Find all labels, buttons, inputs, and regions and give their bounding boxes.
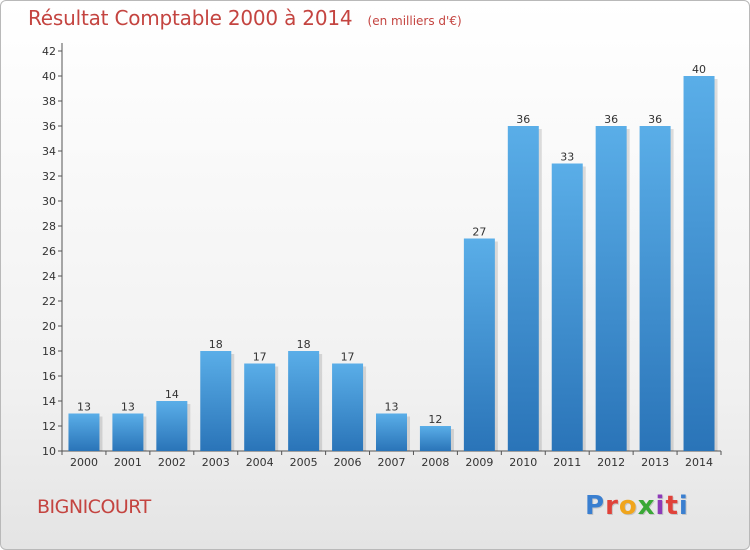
x-tick-label: 2009 (465, 456, 493, 469)
data-label: 13 (385, 401, 399, 414)
y-tick-label: 24 (42, 270, 56, 283)
data-label: 27 (472, 226, 486, 239)
bar (595, 126, 627, 451)
x-tick-label: 2006 (334, 456, 362, 469)
x-tick-label: 2003 (202, 456, 230, 469)
logo-letter: t (665, 491, 679, 521)
bar (376, 413, 407, 451)
data-label: 36 (604, 113, 618, 126)
y-tick-label: 30 (42, 195, 56, 208)
data-label: 36 (516, 113, 530, 126)
data-label: 12 (428, 413, 442, 426)
chart-header: Résultat Comptable 2000 à 2014 (en milli… (28, 6, 462, 30)
bar (419, 426, 451, 451)
x-tick-label: 2013 (641, 456, 669, 469)
bar (507, 126, 539, 451)
y-tick-label: 18 (42, 345, 56, 358)
logo-letter: o (618, 491, 638, 521)
data-label: 17 (253, 351, 267, 364)
y-tick-label: 16 (42, 370, 56, 383)
data-label: 14 (165, 388, 179, 401)
chart-title: Résultat Comptable 2000 à 2014 (28, 6, 353, 30)
y-tick-label: 36 (42, 120, 56, 133)
logo-letter: x (637, 491, 656, 521)
data-label: 18 (297, 338, 311, 351)
x-tick-label: 2000 (70, 456, 98, 469)
bar (288, 351, 320, 451)
y-tick-label: 22 (42, 295, 56, 308)
bar (463, 238, 495, 451)
x-tick-label: 2011 (553, 456, 581, 469)
data-label: 36 (648, 113, 662, 126)
x-tick-label: 2010 (509, 456, 537, 469)
proxiti-logo[interactable]: Proxiti (585, 491, 689, 521)
y-tick-label: 14 (42, 395, 56, 408)
logo-letter: i (678, 491, 689, 521)
y-tick-label: 42 (42, 45, 56, 58)
bar (112, 413, 144, 451)
logo-letter: r (605, 491, 619, 521)
x-tick-label: 2012 (597, 456, 625, 469)
chart-subtitle: (en milliers d'€) (367, 14, 462, 28)
data-label: 40 (692, 63, 706, 76)
bar (551, 163, 583, 451)
x-tick-label: 2002 (158, 456, 186, 469)
data-label: 13 (121, 401, 135, 414)
y-tick-label: 40 (42, 70, 56, 83)
y-tick-label: 12 (42, 420, 56, 433)
plot-area: 10 12 14 16 18 20 22 24 26 28 30 32 34 36 38 40 42 2000 13… (42, 43, 722, 469)
bar (332, 363, 364, 451)
logo-letter: i (655, 491, 666, 521)
bar (68, 413, 100, 451)
bar (244, 363, 276, 451)
x-tick-label: 2007 (378, 456, 406, 469)
data-label: 13 (77, 401, 91, 414)
bar (200, 351, 232, 451)
x-tick-label: 2008 (421, 456, 449, 469)
bar (639, 126, 671, 451)
data-label: 17 (341, 351, 355, 364)
x-tick-label: 2005 (290, 456, 318, 469)
y-tick-label: 26 (42, 245, 56, 258)
commune-name: BIGNICOURT (37, 496, 151, 518)
y-tick-label: 28 (42, 220, 56, 233)
bar (156, 401, 188, 451)
y-tick-label: 10 (42, 445, 56, 458)
data-label: 18 (209, 338, 223, 351)
x-tick-label: 2014 (685, 456, 713, 469)
data-label: 33 (560, 151, 574, 164)
bar (683, 76, 715, 451)
x-tick-label: 2004 (246, 456, 274, 469)
x-tick-label: 2001 (114, 456, 142, 469)
logo-letter: P (585, 491, 606, 521)
y-tick-label: 20 (42, 320, 56, 333)
y-tick-label: 32 (42, 170, 56, 183)
y-tick-label: 38 (42, 95, 56, 108)
y-tick-label: 34 (42, 145, 56, 158)
